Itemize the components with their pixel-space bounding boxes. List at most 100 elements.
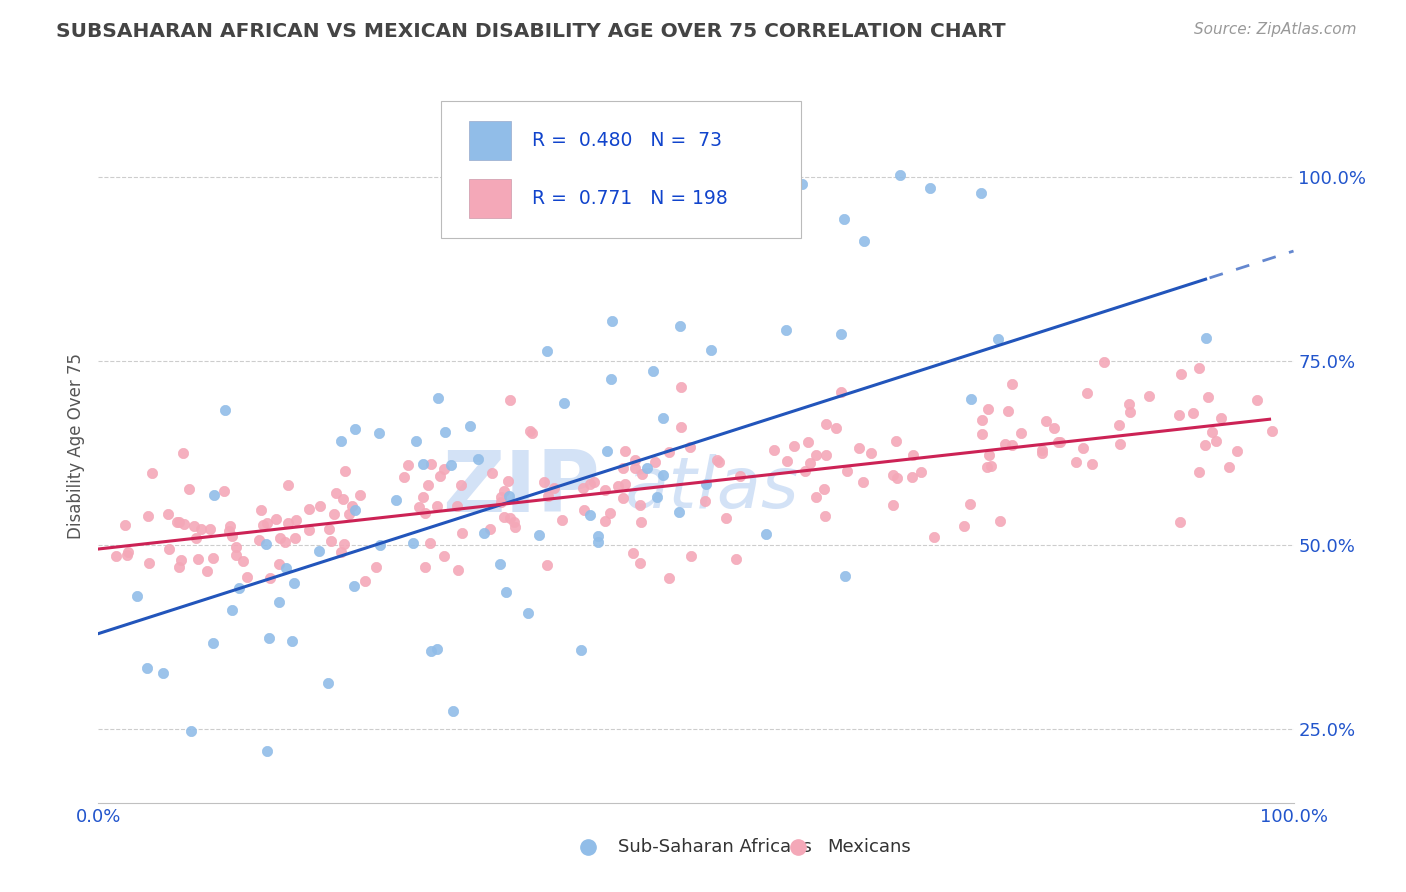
- Point: [1071, 441, 1094, 455]
- Point: [607, 478, 630, 492]
- Point: [520, 425, 543, 440]
- Point: [1035, 414, 1057, 428]
- Point: [446, 500, 468, 514]
- Point: [1182, 405, 1205, 419]
- Point: [340, 499, 363, 513]
- Point: [578, 477, 600, 491]
- Point: [901, 448, 924, 462]
- Point: [972, 426, 994, 441]
- Point: [309, 499, 332, 513]
- Point: [714, 511, 737, 525]
- Point: [910, 465, 932, 479]
- Point: [519, 424, 541, 438]
- Point: [1197, 390, 1219, 404]
- Point: [658, 571, 681, 585]
- Point: [344, 422, 367, 436]
- Point: [599, 506, 621, 520]
- Point: [792, 177, 814, 191]
- Point: [1261, 424, 1284, 438]
- Point: [250, 503, 273, 517]
- Point: [412, 457, 434, 471]
- Point: [166, 515, 188, 529]
- Point: [600, 313, 623, 327]
- Point: [325, 486, 347, 500]
- Point: [498, 489, 520, 503]
- Point: [385, 492, 408, 507]
- Point: [1201, 425, 1223, 440]
- Point: [499, 392, 522, 407]
- Point: [593, 483, 616, 498]
- Point: [184, 531, 207, 545]
- Point: [503, 515, 526, 529]
- Point: [433, 425, 456, 439]
- Point: [202, 488, 225, 502]
- Point: [621, 546, 644, 560]
- Point: [1226, 443, 1249, 458]
- Point: [1001, 437, 1024, 451]
- Point: [413, 506, 436, 520]
- Point: [536, 344, 558, 359]
- Point: [1049, 434, 1071, 449]
- Point: [225, 540, 247, 554]
- Point: [579, 508, 602, 522]
- Text: Sub-Saharan Africans: Sub-Saharan Africans: [619, 838, 813, 856]
- Point: [281, 634, 304, 648]
- Point: [668, 505, 690, 519]
- Point: [596, 443, 619, 458]
- Point: [413, 560, 436, 574]
- Point: [922, 530, 945, 544]
- Point: [467, 452, 489, 467]
- Point: [624, 460, 647, 475]
- Point: [763, 442, 786, 457]
- Text: ZIP: ZIP: [443, 447, 600, 531]
- Point: [420, 644, 443, 658]
- Point: [277, 478, 299, 492]
- Point: [814, 417, 837, 432]
- Point: [412, 490, 434, 504]
- Point: [953, 519, 976, 533]
- Point: [977, 449, 1000, 463]
- Point: [114, 517, 136, 532]
- Point: [169, 553, 191, 567]
- Point: [499, 510, 522, 524]
- Point: [333, 464, 356, 478]
- Point: [157, 541, 180, 556]
- Point: [318, 522, 340, 536]
- Point: [997, 404, 1019, 418]
- Point: [450, 477, 472, 491]
- Point: [496, 474, 519, 488]
- Point: [889, 168, 911, 182]
- Point: [536, 489, 558, 503]
- Point: [969, 186, 991, 201]
- Point: [179, 482, 201, 496]
- Point: [172, 446, 194, 460]
- Point: [651, 411, 673, 425]
- Point: [775, 323, 797, 337]
- Point: [503, 520, 526, 534]
- Point: [269, 557, 291, 571]
- Point: [695, 476, 717, 491]
- Point: [669, 380, 692, 394]
- Point: [472, 525, 495, 540]
- Point: [612, 491, 634, 506]
- Point: [152, 666, 174, 681]
- Point: [125, 589, 148, 603]
- Point: [977, 401, 1000, 416]
- Point: [728, 469, 751, 483]
- Point: [1076, 386, 1098, 401]
- Point: [624, 453, 647, 467]
- Point: [886, 471, 908, 485]
- Point: [405, 434, 427, 449]
- Point: [269, 594, 291, 608]
- Point: [247, 533, 270, 547]
- Point: [586, 534, 609, 549]
- Point: [959, 497, 981, 511]
- Point: [190, 522, 212, 536]
- Point: [572, 481, 595, 495]
- Point: [527, 527, 550, 541]
- Point: [433, 462, 456, 476]
- Point: [970, 413, 993, 427]
- Point: [368, 538, 391, 552]
- Point: [987, 332, 1010, 346]
- Point: [630, 516, 652, 530]
